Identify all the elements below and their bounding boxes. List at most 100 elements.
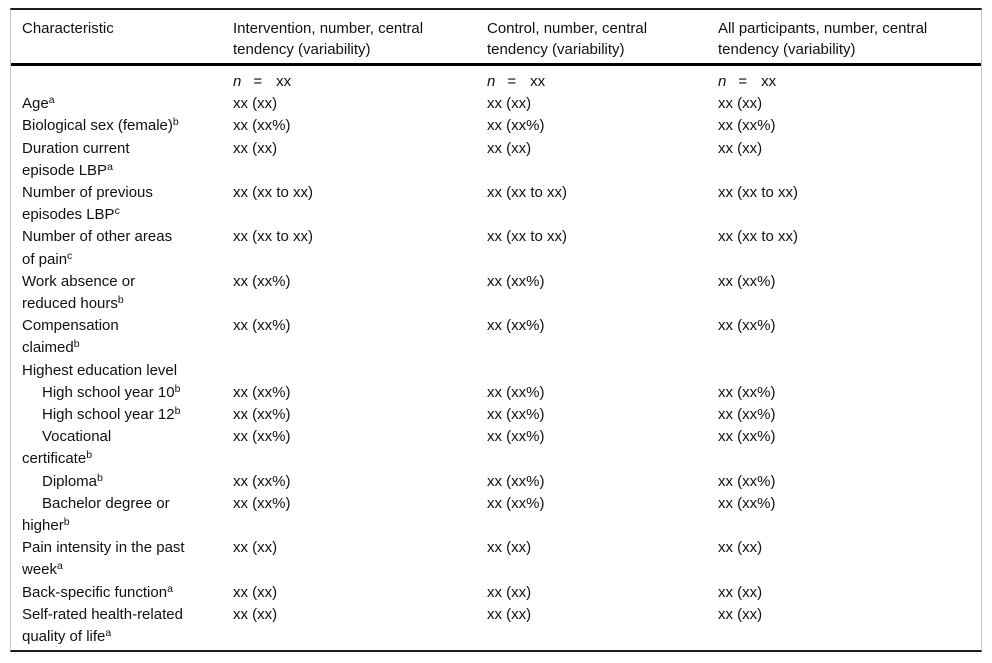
value-cell-all: xx (xx%) xyxy=(718,472,776,490)
row-label-cell: Number of previous episodes LBPc xyxy=(22,184,153,224)
table-row-pain-intensity: Pain intensity in the past weeka xx (xx)… xyxy=(11,537,981,581)
value-cell-control: xx (xx) xyxy=(487,583,532,601)
value-cell-control: xx (xx%) xyxy=(487,272,545,290)
footnote-marker: b xyxy=(117,294,124,307)
n-symbol: n xyxy=(718,73,727,90)
value-cell-control: xx (xx%) xyxy=(487,383,545,401)
value-cell-control: xx (xx%) xyxy=(487,117,545,135)
value-cell-intervention: xx (xx) xyxy=(233,539,278,557)
value-cell-control: xx (xx%) xyxy=(487,317,545,335)
row-label-cell: High school year 10b xyxy=(42,382,181,401)
table-row-high-school-10: High school year 10b xx (xx%) xx (xx%) x… xyxy=(11,382,981,404)
value-cell-all: xx (xx to xx) xyxy=(718,184,799,202)
table-row-biological-sex: Biological sex (female)b xx (xx%) xx (xx… xyxy=(11,115,981,137)
value-cell-intervention: xx (xx to xx) xyxy=(233,228,314,246)
n-value: xx xyxy=(761,73,777,90)
value-cell-control: xx (xx) xyxy=(487,605,532,623)
row-label-cell: Vocational certificateb xyxy=(22,428,112,468)
footnote-marker: a xyxy=(57,560,63,573)
table-row-n: n = xx n = xx n = xx xyxy=(11,65,981,94)
table-row-quality-of-life: Self-rated health-related quality of lif… xyxy=(11,604,981,650)
value-cell-all: xx (xx%) xyxy=(718,428,776,446)
value-cell-all: xx (xx to xx) xyxy=(718,228,799,246)
row-label-cell: Work absence or reduced hoursb xyxy=(22,272,136,313)
value-cell-intervention: xx (xx to xx) xyxy=(233,184,314,202)
table-row-high-school-12: High school year 12b xx (xx%) xx (xx%) x… xyxy=(11,404,981,426)
table-row-work-absence: Work absence or reduced hoursb xx (xx%) … xyxy=(11,271,981,315)
row-label-cell: Compensation claimedb xyxy=(22,317,119,357)
n-value: xx xyxy=(530,73,546,90)
value-cell-control: xx (xx%) xyxy=(487,472,545,490)
value-cell-intervention: xx (xx%) xyxy=(233,383,291,401)
footnote-marker: b xyxy=(172,116,179,129)
row-label-cell: Duration current episode LBPa xyxy=(22,139,130,179)
value-cell-intervention: xx (xx%) xyxy=(233,428,291,446)
footnote-marker: a xyxy=(167,582,173,595)
table-row-previous-episodes: Number of previous episodes LBPc xx (xx … xyxy=(11,182,981,226)
footnote-marker: c xyxy=(67,249,73,262)
row-label-cell: Self-rated health-related quality of lif… xyxy=(22,605,183,646)
footnote-marker: a xyxy=(48,94,55,107)
footnote-marker: b xyxy=(63,516,70,529)
value-cell-all: xx (xx) xyxy=(718,583,763,601)
n-symbol: n xyxy=(487,73,496,90)
value-cell-all: xx (xx%) xyxy=(718,117,776,135)
row-label-cell xyxy=(11,65,233,94)
row-label-cell: Biological sex (female)b xyxy=(22,116,179,135)
table-row-education-group: Highest education level xyxy=(11,360,981,382)
value-cell-intervention: xx (xx) xyxy=(233,605,278,623)
participant-characteristics-table: Characteristic Intervention, number, cen… xyxy=(10,8,982,653)
value-cell-intervention: xx (xx%) xyxy=(233,117,291,135)
table-row-back-specific-function: Back-specific functiona xx (xx) xx (xx) … xyxy=(11,582,981,604)
value-cell-control: xx (xx) xyxy=(487,139,532,157)
value-cell-all: xx (xx) xyxy=(718,95,763,113)
value-cell-all: xx (xx%) xyxy=(718,406,776,424)
row-label-cell: Pain intensity in the past weeka xyxy=(22,539,185,579)
n-value: xx xyxy=(276,73,292,90)
col-header-all-participants: All participants, number, central tenden… xyxy=(718,10,981,66)
table-row-age: Agea xx (xx) xx (xx) xx (xx) xyxy=(11,93,981,115)
value-cell-all: xx (xx) xyxy=(718,139,763,157)
value-cell-intervention: xx (xx) xyxy=(233,95,278,113)
equals-sign: = xyxy=(738,73,748,90)
value-cell-intervention: xx (xx%) xyxy=(233,406,291,424)
value-cell-all: xx (xx) xyxy=(718,605,763,623)
value-cell-control: xx (xx%) xyxy=(487,428,545,446)
n-symbol: n xyxy=(233,73,242,90)
footnote-marker: b xyxy=(73,338,80,351)
header-row: Characteristic Intervention, number, cen… xyxy=(11,10,981,66)
value-cell-intervention: n = xx xyxy=(233,65,487,94)
footnote-marker: b xyxy=(174,382,181,395)
value-cell-all: n = xx xyxy=(718,65,981,94)
value-cell-intervention: xx (xx%) xyxy=(233,272,291,290)
equals-sign: = xyxy=(507,73,517,90)
col-header-characteristic: Characteristic xyxy=(11,10,233,66)
footnote-marker: c xyxy=(114,205,120,218)
row-label-cell: Highest education level xyxy=(22,361,178,379)
value-cell-intervention: xx (xx) xyxy=(233,139,278,157)
value-cell-intervention: xx (xx%) xyxy=(233,494,291,512)
footnote-marker: a xyxy=(105,627,112,640)
equals-sign: = xyxy=(253,73,263,90)
value-cell-control: n = xx xyxy=(487,65,718,94)
value-cell-intervention: xx (xx) xyxy=(233,583,278,601)
row-label-cell: Bachelor degree or higherb xyxy=(22,494,170,535)
table-row-duration-episode: Duration current episode LBPa xx (xx) xx… xyxy=(11,138,981,182)
footnote-marker: b xyxy=(97,471,103,484)
table-row-bachelor-higher: Bachelor degree or higherb xx (xx%) xx (… xyxy=(11,493,981,537)
value-cell-control: xx (xx) xyxy=(487,539,532,557)
row-label-cell: High school year 12b xyxy=(42,405,181,424)
footnote-marker: b xyxy=(174,405,181,418)
row-label-cell: Back-specific functiona xyxy=(22,582,173,601)
table-row-compensation: Compensation claimedb xx (xx%) xx (xx%) … xyxy=(11,315,981,359)
value-cell-intervention: xx (xx%) xyxy=(233,472,291,490)
value-cell-control: xx (xx to xx) xyxy=(487,228,568,246)
value-cell-all: xx (xx) xyxy=(718,539,763,557)
value-cell-all: xx (xx%) xyxy=(718,272,776,290)
footnote-marker: a xyxy=(107,160,113,173)
value-cell-intervention xyxy=(233,360,487,382)
row-label-cell: Number of other areas of painc xyxy=(22,228,173,268)
value-cell-control xyxy=(487,360,718,382)
col-header-control: Control, number, central tendency (varia… xyxy=(487,10,718,66)
value-cell-all: xx (xx%) xyxy=(718,494,776,512)
